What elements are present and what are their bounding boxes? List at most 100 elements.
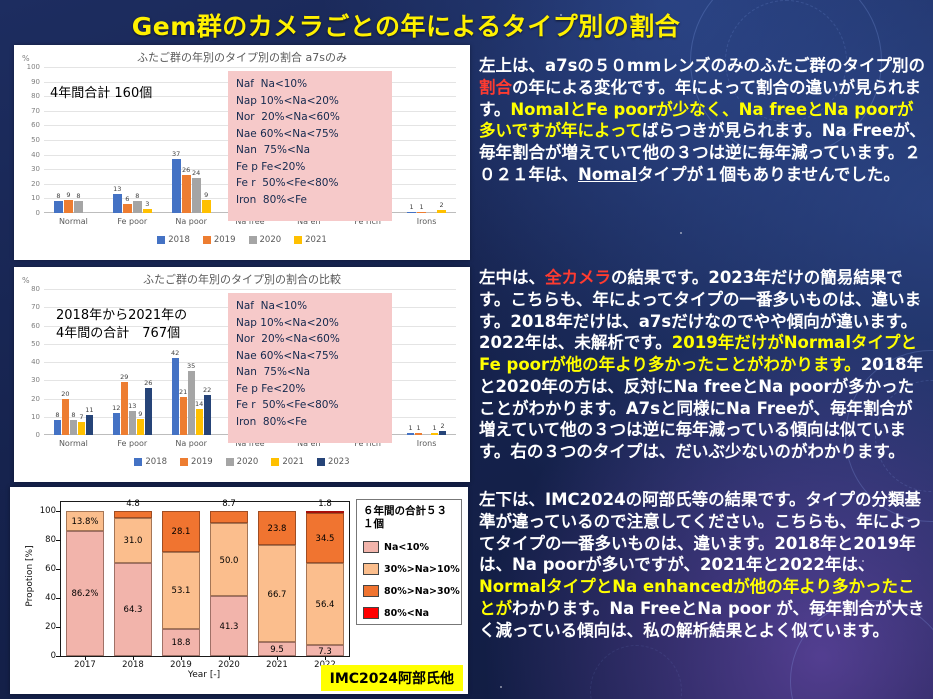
text-line: Iron 80%<Fe <box>236 194 307 207</box>
bar <box>407 433 415 435</box>
segment-value-label: 41.3 <box>219 622 239 632</box>
bar-value-label: 37 <box>172 149 181 158</box>
y-tick-label: 70 <box>31 303 40 312</box>
y-tick-mark <box>56 656 61 657</box>
stacked-bar-segment <box>114 510 152 518</box>
bar-value-label: 7 <box>79 413 84 422</box>
bar-value-label: 1 <box>432 424 437 433</box>
bar <box>63 199 73 213</box>
legend-year-label: 2018 <box>168 235 190 245</box>
text-segment: だけなのでやや傾向が違います。2022年は、未解析です。 <box>479 311 918 353</box>
segment-value-label: 23.8 <box>267 524 287 535</box>
chart-panel-all-cameras: ふたご群の年別のタイプ別の割合の比較 % 0 10 20 30 40 50 60 70 80 No… <box>14 267 470 482</box>
bar-value-label: 3 <box>145 199 150 208</box>
bar <box>201 199 211 213</box>
bar <box>128 411 136 435</box>
stacked-bar-segment <box>162 551 200 629</box>
y-tick-label: 80 <box>45 534 56 545</box>
bar-value-label: 22 <box>203 385 212 394</box>
bar-value-label: 29 <box>120 373 129 382</box>
category-label: Na free <box>235 217 265 226</box>
y-tick-label: 10 <box>31 194 40 203</box>
text-line: Naf Na<10% <box>236 300 308 312</box>
grid-line <box>44 289 456 290</box>
segment-value-label: 4.8 <box>126 498 140 509</box>
x-tick-mark <box>181 656 182 660</box>
stacked-bar-segment <box>66 510 104 531</box>
category-label: Na en <box>297 439 321 448</box>
x-tick-label: 2017 <box>74 660 96 670</box>
bar <box>77 422 85 435</box>
legend-item: 2021 <box>294 235 327 245</box>
bar-value-label: 6 <box>125 195 130 204</box>
bar <box>407 211 417 213</box>
text-segment: 2019年だけがNormalタイプとFe poorが他の年より多かったことがわか… <box>479 333 917 375</box>
text-segment: と同様にNa Freeが、毎年割合が増えていて他の３つは逆に毎年減っている傾向は… <box>479 398 913 462</box>
segment-value-label: 53.1 <box>171 586 191 597</box>
bar-value-label: 8 <box>71 411 76 420</box>
bar <box>144 387 152 435</box>
legend-swatch <box>202 236 211 244</box>
decorative-star <box>680 232 682 234</box>
legend-label: Na<10% <box>384 541 430 553</box>
legend-year-label: 2019 <box>213 235 236 245</box>
bar <box>122 204 132 213</box>
legend-swatch <box>271 458 280 466</box>
bar <box>437 210 447 213</box>
y-tick-label: 90 <box>31 77 40 86</box>
y-tick-label: 0 <box>50 651 56 661</box>
bar-value-label: 8 <box>76 192 81 201</box>
x-tick-mark <box>133 656 134 660</box>
bar-value-label: 42 <box>171 349 180 358</box>
bar <box>112 413 120 435</box>
legend-item: 2019 <box>202 235 236 245</box>
text-line: 2018年から2021年の <box>56 308 188 323</box>
legend-title: ６年間の合計５３１個 <box>363 505 447 531</box>
chart-title: ふたご群の年別のタイプ別の割合の比較 <box>143 273 341 286</box>
y-tick-label: 0 <box>35 209 40 217</box>
text-segment: 全カメラ <box>545 268 611 287</box>
slide-title: Gem群のカメラごとの年によるタイプ別の割合 <box>131 12 681 41</box>
y-tick-mark <box>56 568 61 570</box>
stacked-bar-segment <box>306 510 344 514</box>
bar-value-label: 8 <box>56 192 61 201</box>
bar <box>171 158 181 213</box>
text-line: Iron 80%<Fe <box>236 416 307 429</box>
decorative-star <box>862 560 864 562</box>
text-segment: NormalタイプとNa enhancedが他の年より多かったことが <box>479 577 915 618</box>
segment-value-label: 66.7 <box>267 589 287 600</box>
legend-swatch <box>316 458 325 466</box>
category-label: Fe poor <box>117 439 148 448</box>
text-segment: の結果です。2023年だけの簡易結果です。こちらも、年によってタイプの一番多いも… <box>479 268 922 331</box>
category-label: Na poor <box>175 439 207 448</box>
legend-item: 2018 <box>134 457 167 467</box>
text-segment: タイプが１個もありませんでした。 <box>637 164 900 184</box>
y-tick-label: 40 <box>45 592 56 603</box>
text-segment: 2018年と2020年の方は、反対にNa freeとNa poorが多かったこと… <box>479 355 924 418</box>
bar-value-label: 26 <box>182 166 191 175</box>
decorative-star <box>500 686 502 688</box>
y-tick-label: 100 <box>39 505 56 516</box>
bar <box>431 433 439 435</box>
segment-value-label: 50.0 <box>219 555 239 566</box>
y-tick-mark <box>56 626 61 628</box>
y-tick-label: 80 <box>31 285 40 293</box>
chart-title: ふたご群の年別のタイプ別の割合 a7sのみ <box>137 51 347 64</box>
bar-value-label: 26 <box>144 378 153 387</box>
stacked-bar-segment <box>114 517 152 563</box>
chart-legend: 2018 2019 2020 2021 2023 <box>14 457 470 467</box>
legend-item: 2020 <box>225 457 259 467</box>
y-tick-label: 50 <box>31 339 40 348</box>
legend-swatch <box>363 541 379 554</box>
y-tick-label: 20 <box>45 621 56 632</box>
legend-year-label: 2020 <box>236 457 259 467</box>
bar-value-label: 12 <box>112 404 121 413</box>
stacked-bar-segment <box>258 545 296 643</box>
x-tick-mark <box>229 656 230 660</box>
legend-label: 30%>Na>10% <box>384 563 460 575</box>
legend-year-label: 2021 <box>305 235 327 245</box>
y-tick-mark <box>56 539 61 541</box>
segment-value-label: 18.8 <box>171 638 191 649</box>
bar-value-label: 35 <box>187 362 196 371</box>
